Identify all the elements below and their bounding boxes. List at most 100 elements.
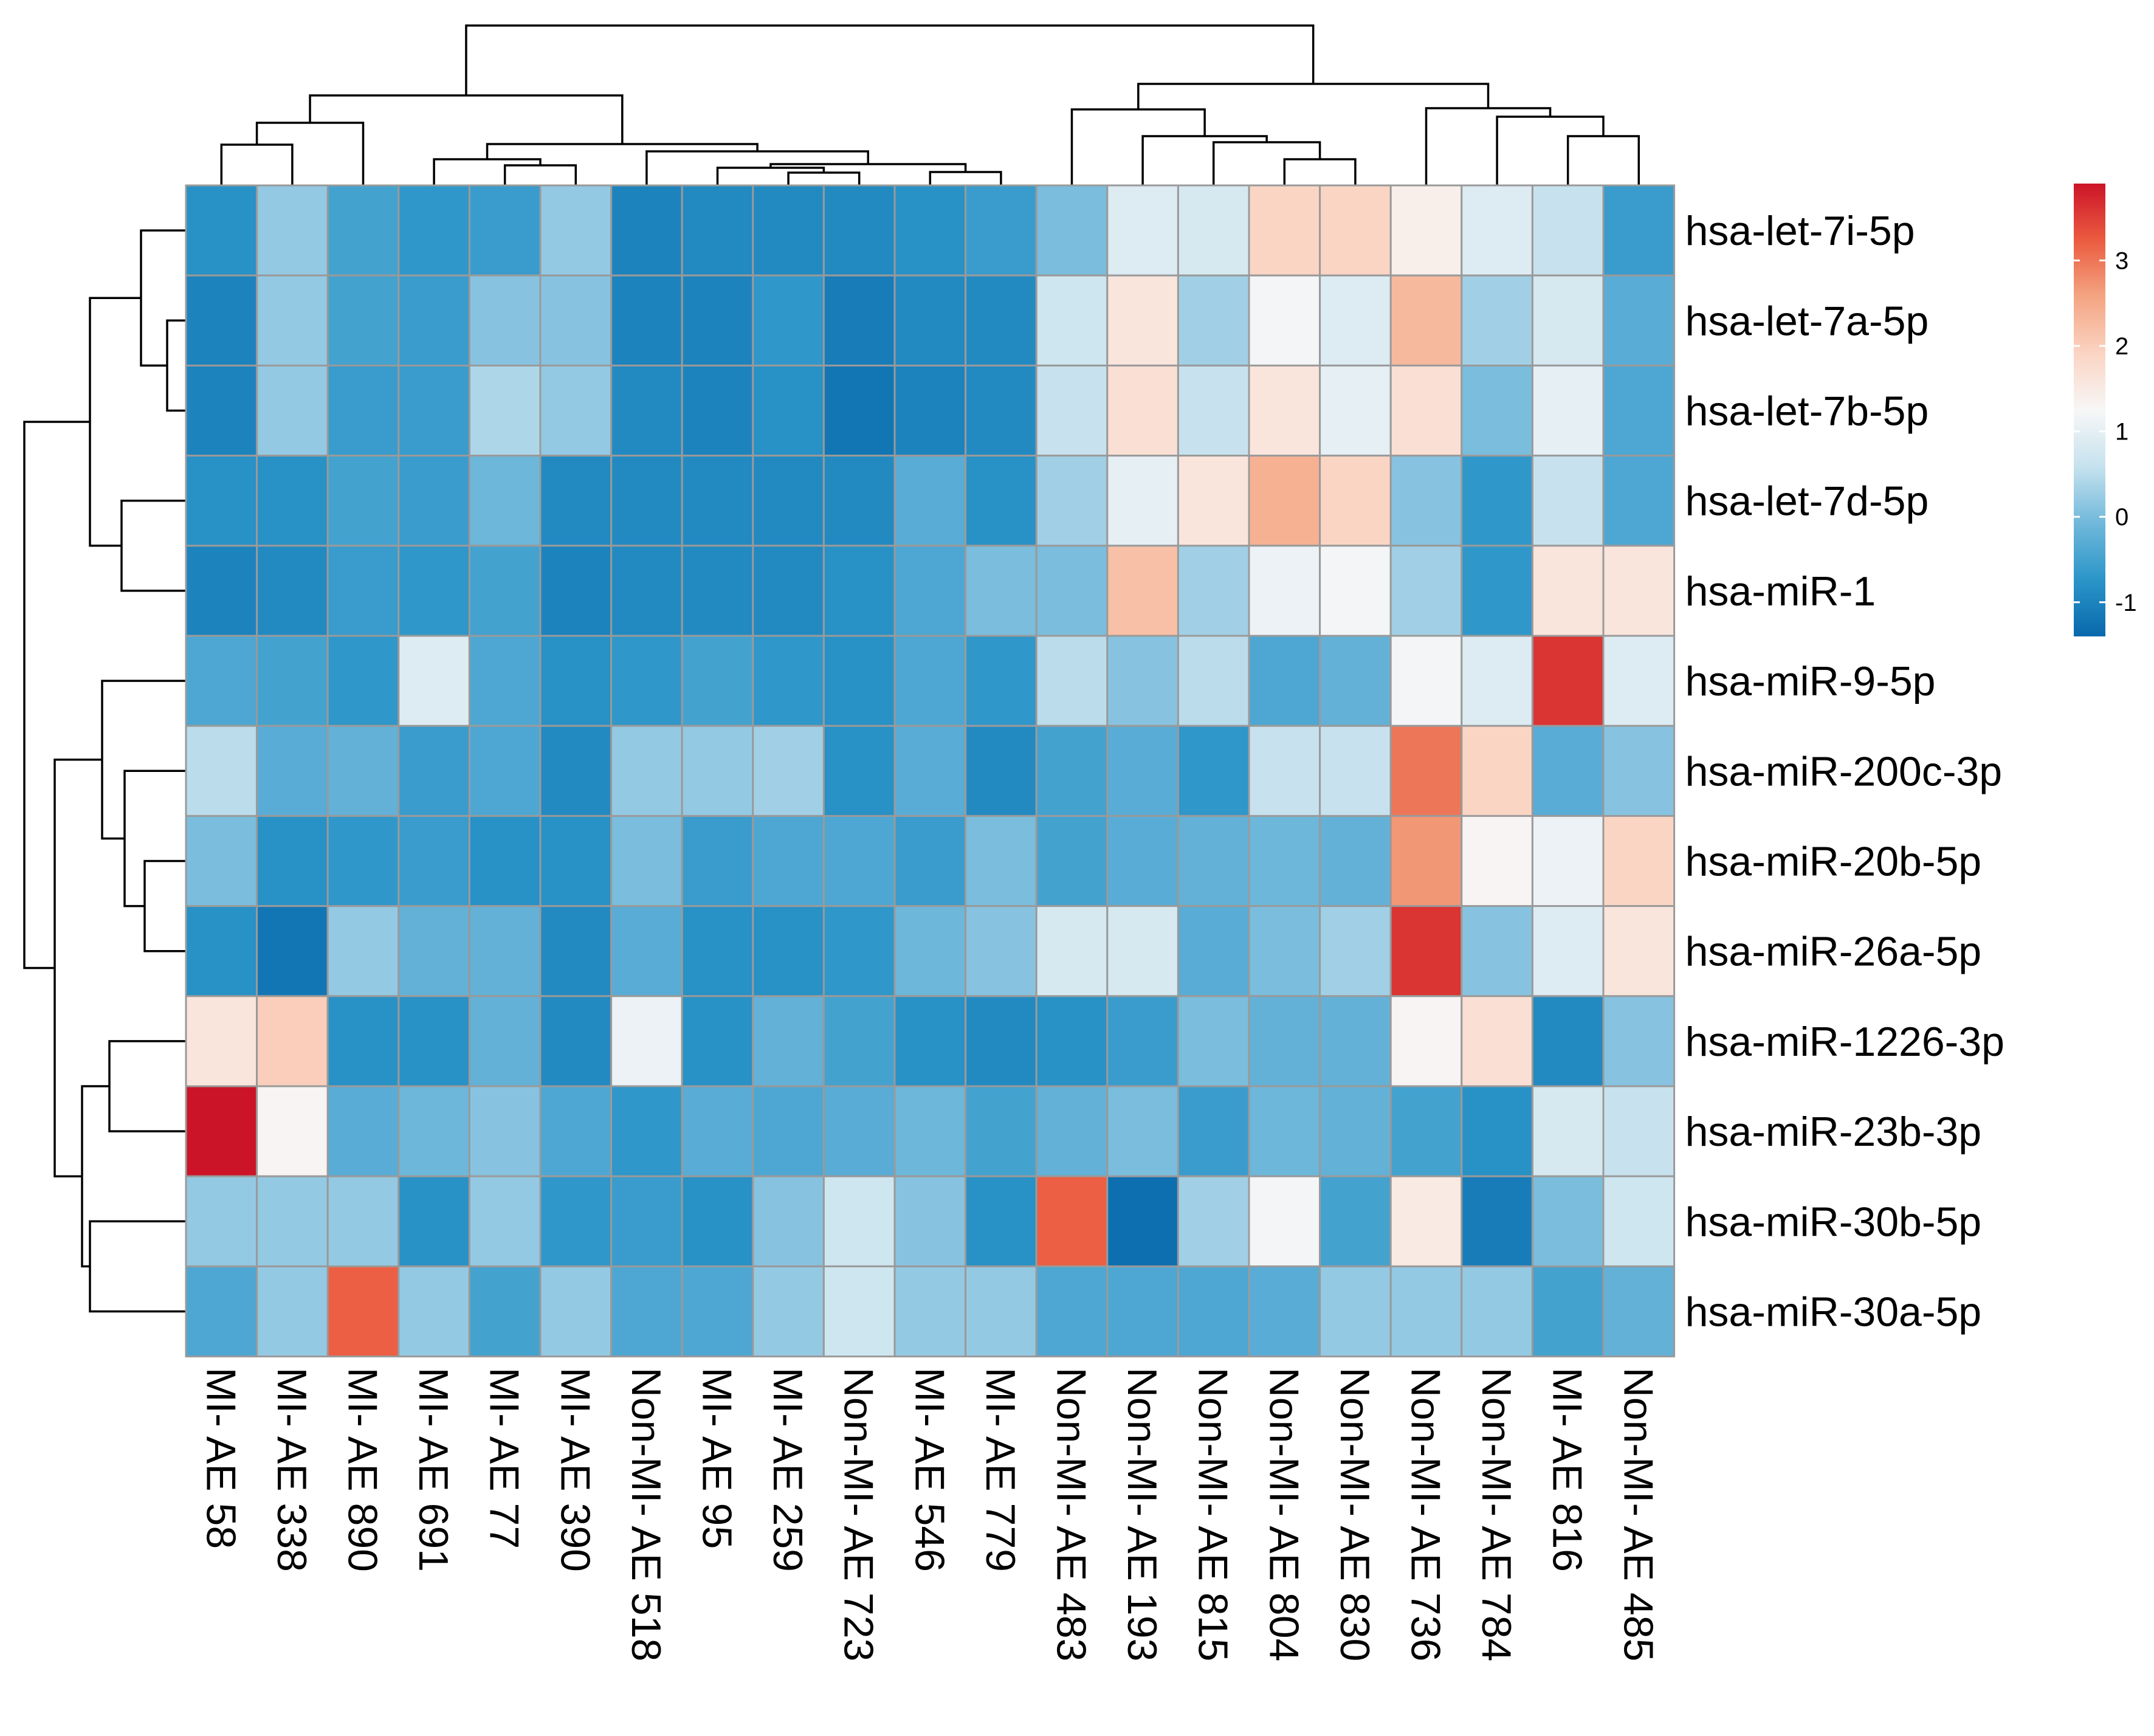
row-label: hsa-let-7a-5p: [1685, 298, 1929, 344]
heatmap-cell: [1531, 725, 1605, 817]
heatmap-cell: [468, 455, 542, 547]
dendrogram-branch: [1283, 158, 1357, 185]
heatmap-cell: [397, 635, 470, 727]
heatmap-cell: [185, 905, 258, 997]
heatmap-cell: [397, 995, 470, 1087]
heatmap-cell: [1389, 184, 1463, 277]
heatmap-cell: [822, 364, 896, 457]
heatmap-cell: [326, 1175, 400, 1267]
heatmap-cell: [822, 184, 896, 277]
column-label: MI- AE 58: [198, 1368, 244, 1549]
heatmap-cell: [752, 1265, 825, 1358]
heatmap-cell: [752, 274, 825, 367]
heatmap-cell: [468, 545, 542, 637]
heatmap-cell: [610, 725, 683, 817]
heatmap-cell: [256, 1085, 329, 1177]
heatmap-cell: [965, 995, 1037, 1087]
heatmap-cell: [610, 1175, 683, 1267]
heatmap-cell: [1248, 905, 1321, 997]
dendrogram-branch: [140, 229, 186, 367]
heatmap-cell: [468, 1175, 542, 1267]
dendrogram-branch: [166, 319, 186, 412]
heatmap-cell: [1177, 1265, 1250, 1358]
heatmap-cell: [822, 725, 896, 817]
heatmap-cell: [326, 1085, 400, 1177]
heatmap-cell: [965, 815, 1037, 908]
heatmap-cell: [397, 455, 470, 547]
heatmap-cell: [256, 995, 329, 1087]
legend-tick-label: 1: [2115, 419, 2128, 446]
heatmap-cell: [1461, 274, 1533, 367]
heatmap-cell: [822, 1175, 896, 1267]
heatmap-cell: [1035, 815, 1109, 908]
column-label: Non-MI- AE 518: [623, 1368, 669, 1662]
heatmap-cell: [1319, 905, 1392, 997]
heatmap-cell: [539, 815, 613, 908]
heatmap-cell: [822, 274, 896, 367]
dendrogram-branch: [503, 164, 577, 185]
heatmap-cell: [1177, 995, 1250, 1087]
dendrogram-branch: [716, 167, 825, 185]
heatmap-cell: [1106, 274, 1179, 367]
heatmap-cell: [1461, 364, 1533, 457]
heatmap-cell: [1389, 815, 1463, 908]
column-label: MI- AE 890: [340, 1368, 386, 1572]
color-legend: -1 0 1 2 3: [2074, 184, 2137, 636]
heatmap-cell: [1248, 364, 1321, 457]
heatmap-cell: [1177, 635, 1250, 727]
heatmap-cell: [1389, 455, 1463, 547]
color-legend-bar: [2074, 184, 2105, 636]
dendrogram-branch: [108, 1040, 186, 1132]
column-label: MI- AE 546: [906, 1368, 952, 1572]
heatmap-cell: [822, 815, 896, 908]
heatmap-cell: [752, 545, 825, 637]
heatmap-cell: [539, 455, 613, 547]
heatmap-cell: [610, 635, 683, 727]
heatmap-cell: [1106, 635, 1179, 727]
heatmap-cell: [185, 545, 258, 637]
heatmap-cell: [539, 1085, 613, 1177]
heatmap-cell: [1461, 995, 1533, 1087]
heatmap-cell: [185, 1085, 258, 1177]
heatmap-cell: [752, 635, 825, 727]
heatmap-cell: [681, 725, 754, 817]
dendrogram-branch: [255, 122, 365, 185]
column-label: Non-MI- AE 736: [1403, 1368, 1449, 1662]
heatmap-cell: [1248, 995, 1321, 1087]
column-label: MI- AE 691: [410, 1368, 456, 1572]
heatmap-cell: [822, 1265, 896, 1358]
heatmap-cell: [1248, 455, 1321, 547]
heatmap-cell: [1248, 1265, 1321, 1358]
heatmap-cell: [893, 545, 967, 637]
heatmap-cell: [681, 635, 754, 727]
heatmap-cell: [1035, 184, 1109, 277]
heatmap-cell: [822, 455, 896, 547]
heatmap-cell: [539, 1265, 613, 1358]
heatmap-cell: [397, 274, 470, 367]
column-label: MI- AE 779: [977, 1368, 1024, 1572]
row-label: hsa-let-7d-5p: [1685, 478, 1929, 525]
row-label: hsa-let-7i-5p: [1685, 208, 1915, 254]
heatmap-cell: [1461, 635, 1533, 727]
heatmap-cell: [468, 995, 542, 1087]
legend-tick-label: 0: [2115, 504, 2128, 531]
heatmap-cell: [1035, 455, 1109, 547]
heatmap-cell: [397, 815, 470, 908]
heatmap-cell: [1106, 1265, 1179, 1358]
heatmap-cell: [397, 1085, 470, 1177]
heatmap-cell: [468, 364, 542, 457]
heatmap-cell: [1319, 635, 1392, 727]
heatmap-cell: [681, 1175, 754, 1267]
heatmap-cell: [1389, 364, 1463, 457]
heatmap-cell: [326, 364, 400, 457]
heatmap-cell: [893, 905, 967, 997]
heatmap-cell: [752, 905, 825, 997]
row-label: hsa-miR-26a-5p: [1685, 929, 1982, 975]
heatmap-cell: [610, 184, 683, 277]
heatmap-cell: [893, 725, 967, 817]
heatmap-cell: [1531, 184, 1605, 277]
heatmap-cell: [326, 455, 400, 547]
heatmap-cell: [397, 1175, 470, 1267]
heatmap-cell: [1106, 545, 1179, 637]
heatmap-cell: [1602, 1085, 1676, 1177]
